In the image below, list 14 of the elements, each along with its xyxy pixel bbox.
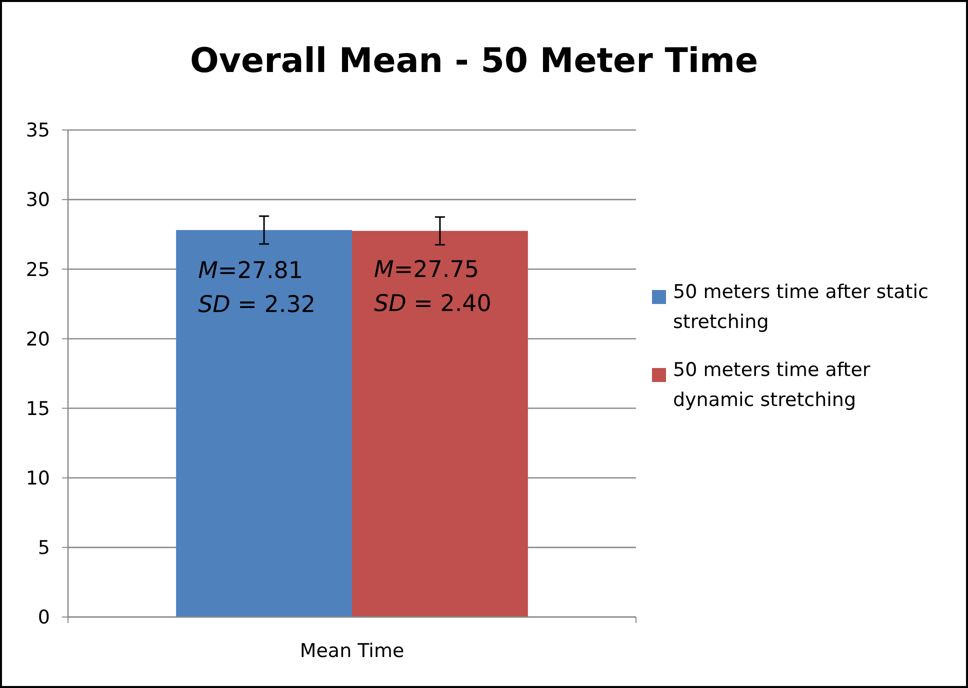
- y-tick-label: 5: [38, 537, 50, 560]
- legend-label: 50 meters time after static stretching: [673, 281, 928, 333]
- y-tick-label: 15: [26, 398, 50, 420]
- legend-label: 50 meters time after dynamic stretching: [673, 359, 870, 411]
- y-tick-label: 25: [26, 258, 50, 281]
- y-tick-label: 35: [26, 120, 50, 142]
- y-tick-label: 30: [26, 189, 50, 212]
- annotation: M=27.75 SD = 2.40: [374, 256, 492, 317]
- x-tick-label: Mean Time: [300, 640, 404, 662]
- y-tick-label: 10: [26, 468, 50, 490]
- chart-title: Overall Mean - 50 Meter Time: [190, 41, 758, 81]
- y-tick-label: 0: [38, 606, 50, 629]
- y-tick-label: 20: [26, 328, 50, 350]
- annotation: M=27.81 SD = 2.32: [198, 258, 316, 318]
